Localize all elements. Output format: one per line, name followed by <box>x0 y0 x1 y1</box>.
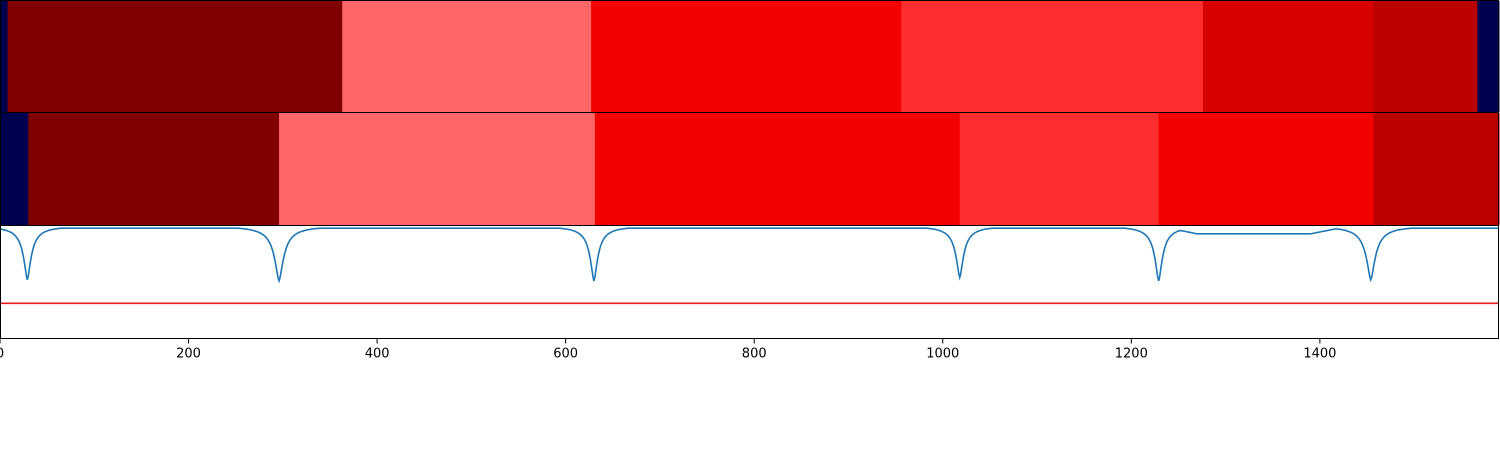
strip-1-segment-6 <box>1202 1 1375 112</box>
x-tick-label-1200: 1200 <box>1115 347 1148 362</box>
strip-1-segment-7 <box>1373 1 1478 112</box>
x-tick-label-1400: 1400 <box>1303 347 1336 362</box>
signal-line-1 <box>0 227 1499 284</box>
strip-1-segment-8 <box>1477 1 1500 112</box>
panel-frame-3 <box>0 225 1499 339</box>
strip-2-segment-1 <box>0 113 29 225</box>
strip-2-segment-4 <box>594 113 961 225</box>
strip-1-segment-1 <box>0 1 9 112</box>
x-tick-label-200: 200 <box>176 347 201 362</box>
strip-1-segment-3 <box>342 1 592 112</box>
x-tick-label-1000: 1000 <box>926 347 959 362</box>
x-tick-label-600: 600 <box>553 347 578 362</box>
strip-2-segment-5 <box>959 113 1160 225</box>
strip-2-segment-3 <box>279 113 596 225</box>
strip-1-segment-5 <box>901 1 1204 112</box>
strip-2-segment-2 <box>28 113 280 225</box>
x-tick-label-800: 800 <box>742 347 767 362</box>
strip-1-segment-2 <box>7 1 343 112</box>
x-tick-label-400: 400 <box>365 347 390 362</box>
x-tick-label-0: 0 <box>0 347 4 362</box>
strip-1-segment-4 <box>591 1 902 112</box>
strip-2-segment-6 <box>1158 113 1375 225</box>
strip-2-segment-7 <box>1373 113 1500 225</box>
